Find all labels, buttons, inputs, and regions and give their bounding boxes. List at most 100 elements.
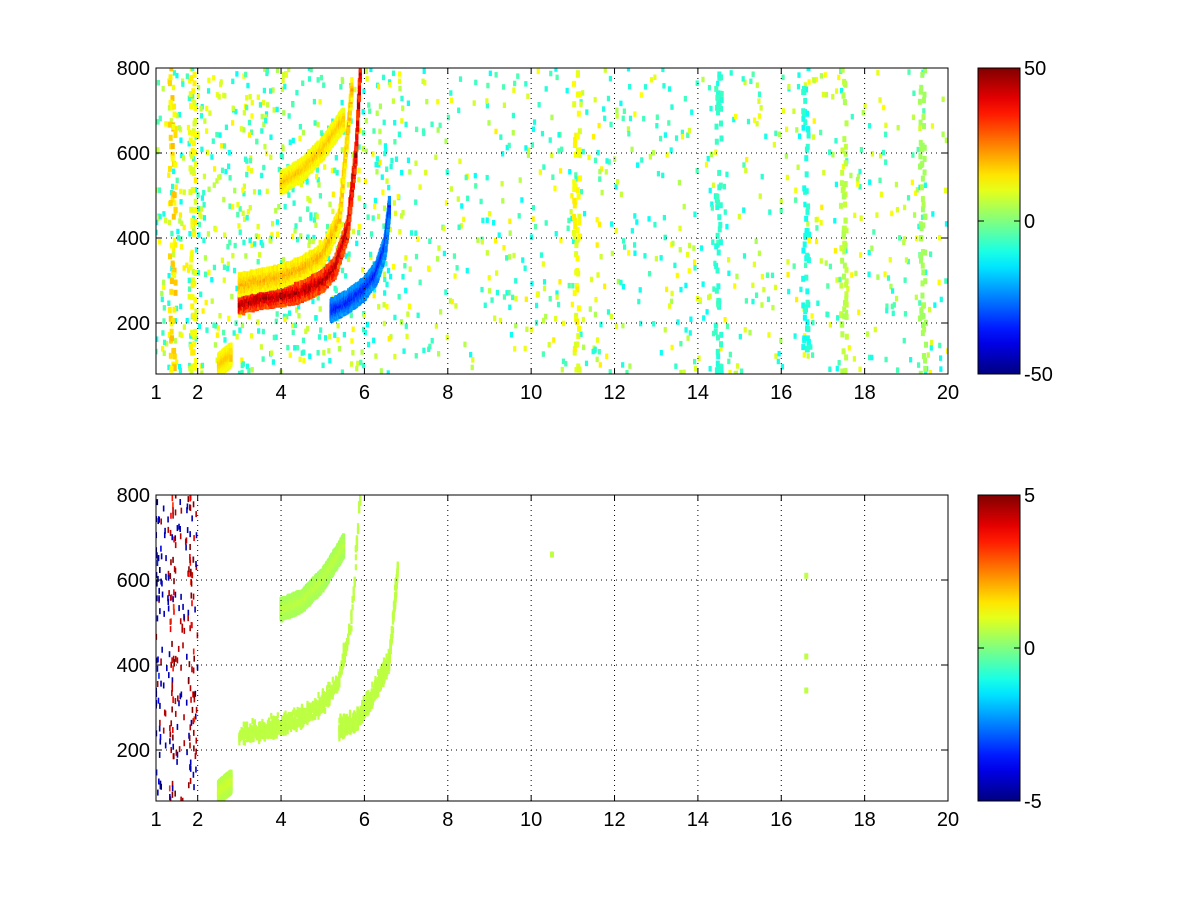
noise-cell xyxy=(581,148,585,155)
noise-cell xyxy=(622,108,626,114)
noise-cell xyxy=(174,184,178,190)
noise-cell xyxy=(369,68,373,73)
noise-cell xyxy=(312,234,316,241)
noise-cell xyxy=(265,68,270,74)
noise-cell xyxy=(928,251,933,257)
noise-cell xyxy=(185,262,189,269)
curve-cell xyxy=(338,223,342,229)
noise-cell xyxy=(339,84,343,90)
noise-cell xyxy=(347,251,351,257)
noise-cell xyxy=(434,154,438,161)
noise-cell xyxy=(366,341,371,348)
noise-cell xyxy=(361,130,366,136)
noise-cell xyxy=(247,313,251,320)
noise-cell xyxy=(261,328,265,335)
noise-cell xyxy=(663,326,667,333)
noise-cell xyxy=(555,294,559,300)
noise-cell xyxy=(240,322,245,329)
noise-cell xyxy=(773,284,778,291)
noise-cell xyxy=(610,250,614,257)
noise-cell xyxy=(608,75,613,82)
noise-cell xyxy=(179,188,183,195)
curve-cell xyxy=(357,96,361,102)
noise-cell xyxy=(257,189,262,195)
noise-cell xyxy=(794,187,798,193)
noise-cell xyxy=(274,318,278,325)
noise-cell xyxy=(199,113,204,119)
noise-cell xyxy=(178,212,183,218)
noise-cell xyxy=(382,223,386,229)
noise-cell xyxy=(353,86,357,93)
noise-cell xyxy=(369,251,373,258)
noise-cell xyxy=(212,182,216,188)
noise-cell xyxy=(912,90,916,97)
noise-cell xyxy=(663,234,667,241)
noise-cell xyxy=(398,229,402,235)
noise-cell xyxy=(930,123,935,129)
noise-cell xyxy=(754,292,759,298)
noise-cell xyxy=(384,147,388,154)
noise-cell xyxy=(175,177,179,184)
noise-cell xyxy=(554,230,558,237)
noise-cell xyxy=(222,277,226,283)
noise-cell xyxy=(777,350,781,357)
noise-cell xyxy=(436,99,440,105)
noise-cell xyxy=(263,68,267,72)
noise-cell xyxy=(785,126,789,133)
noise-cell xyxy=(167,219,172,226)
noise-cell xyxy=(904,257,909,263)
noise-cell xyxy=(382,320,386,327)
noise-cell xyxy=(684,282,688,289)
curve-cell xyxy=(386,222,391,228)
noise-cell xyxy=(558,279,562,285)
noise-cell xyxy=(186,124,191,131)
noise-cell xyxy=(567,217,571,224)
noise-cell xyxy=(823,72,827,78)
noise-cell xyxy=(565,87,569,94)
noise-cell xyxy=(549,70,553,77)
noise-cell xyxy=(507,289,511,296)
noise-cell xyxy=(340,147,344,153)
noise-cell xyxy=(383,290,387,296)
noise-cell xyxy=(725,223,729,230)
noise-cell xyxy=(539,252,544,258)
noise-cell xyxy=(257,328,261,334)
noise-cell xyxy=(281,144,285,150)
noise-cell xyxy=(230,293,234,300)
noise-cell xyxy=(508,230,512,236)
noise-cell xyxy=(711,330,716,337)
noise-cell xyxy=(898,235,902,241)
noise-cell xyxy=(174,305,179,312)
noise-cell xyxy=(553,185,557,191)
noise-cell xyxy=(307,242,311,249)
noise-cell xyxy=(847,345,851,351)
noise-cell xyxy=(797,72,801,78)
noise-cell xyxy=(292,200,296,206)
noise-cell xyxy=(270,350,274,356)
noise-cell xyxy=(323,164,327,170)
noise-cell xyxy=(258,102,263,108)
noise-cell xyxy=(185,73,189,79)
noise-cell xyxy=(512,252,516,259)
noise-cell xyxy=(589,276,594,283)
noise-cell xyxy=(740,368,744,374)
noise-cell xyxy=(776,358,780,365)
noise-cell xyxy=(734,370,739,374)
noise-cell xyxy=(648,154,652,160)
noise-cell xyxy=(394,156,399,162)
noise-cell xyxy=(675,272,679,279)
noise-cell xyxy=(416,312,420,319)
noise-cell xyxy=(250,366,254,373)
noise-cell xyxy=(200,206,204,212)
curve-cell xyxy=(340,191,344,198)
noise-cell xyxy=(614,323,619,329)
noise-cell xyxy=(368,108,372,114)
noise-cell xyxy=(662,214,666,221)
noise-cell xyxy=(481,217,485,224)
curve-cell xyxy=(346,132,350,138)
noise-cell xyxy=(330,167,334,174)
noise-cell xyxy=(793,333,797,339)
noise-cell xyxy=(579,188,584,195)
noise-cell xyxy=(513,346,517,352)
noise-cell xyxy=(255,138,259,145)
